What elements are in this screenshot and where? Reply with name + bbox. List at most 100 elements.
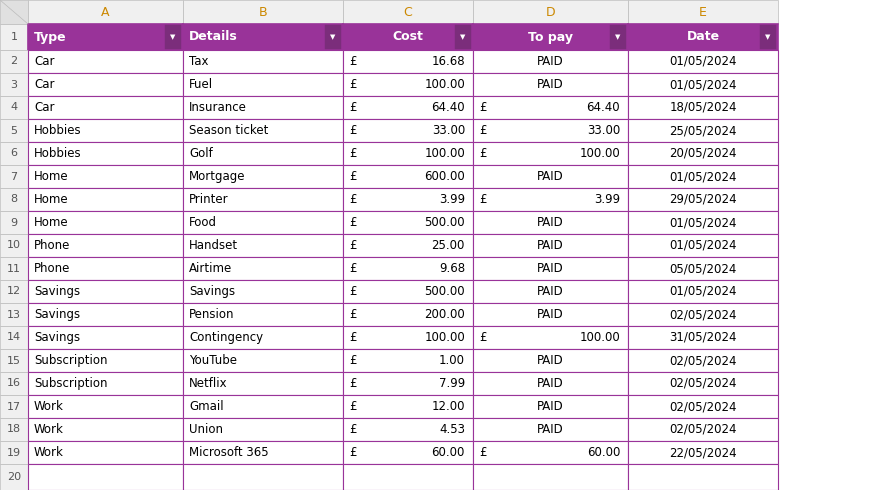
Bar bbox=[343, 395, 473, 418]
Text: 16: 16 bbox=[7, 378, 21, 389]
Text: C: C bbox=[404, 5, 413, 19]
Text: Cost: Cost bbox=[392, 30, 423, 44]
Bar bbox=[183, 418, 343, 441]
Bar bbox=[0, 73, 28, 96]
Bar bbox=[28, 303, 183, 326]
Bar bbox=[28, 418, 183, 441]
Bar bbox=[343, 211, 473, 234]
Bar bbox=[343, 50, 473, 73]
Text: Contingency: Contingency bbox=[189, 331, 263, 344]
Text: PAID: PAID bbox=[537, 262, 564, 275]
Text: To pay: To pay bbox=[528, 30, 573, 44]
Bar bbox=[183, 24, 343, 50]
Text: 25.00: 25.00 bbox=[431, 239, 465, 252]
Text: 500.00: 500.00 bbox=[424, 285, 465, 298]
Text: PAID: PAID bbox=[537, 400, 564, 413]
Bar bbox=[0, 165, 28, 188]
Bar bbox=[183, 441, 343, 464]
Text: 29/05/2024: 29/05/2024 bbox=[669, 193, 736, 206]
Text: 500.00: 500.00 bbox=[424, 216, 465, 229]
Bar bbox=[473, 96, 628, 119]
Bar bbox=[628, 326, 778, 349]
Bar bbox=[183, 257, 343, 280]
Bar bbox=[0, 418, 28, 441]
Text: Golf: Golf bbox=[189, 147, 213, 160]
Text: Fuel: Fuel bbox=[189, 78, 213, 91]
Bar bbox=[628, 96, 778, 119]
Bar bbox=[183, 96, 343, 119]
Bar bbox=[183, 142, 343, 165]
Text: B: B bbox=[258, 5, 267, 19]
Bar bbox=[28, 119, 183, 142]
Text: 200.00: 200.00 bbox=[424, 308, 465, 321]
Text: 3.99: 3.99 bbox=[439, 193, 465, 206]
Text: PAID: PAID bbox=[537, 377, 564, 390]
Text: 64.40: 64.40 bbox=[431, 101, 465, 114]
Text: Car: Car bbox=[34, 55, 55, 68]
Text: 15: 15 bbox=[7, 356, 21, 366]
Bar bbox=[628, 234, 778, 257]
Text: 33.00: 33.00 bbox=[587, 124, 620, 137]
Bar bbox=[473, 119, 628, 142]
Bar bbox=[28, 96, 183, 119]
Text: Season ticket: Season ticket bbox=[189, 124, 268, 137]
Text: 9.68: 9.68 bbox=[439, 262, 465, 275]
Text: Home: Home bbox=[34, 170, 69, 183]
Text: 1: 1 bbox=[11, 32, 18, 42]
Text: Hobbies: Hobbies bbox=[34, 124, 82, 137]
Text: £: £ bbox=[479, 446, 487, 459]
Bar bbox=[473, 395, 628, 418]
Text: 01/05/2024: 01/05/2024 bbox=[669, 78, 736, 91]
Text: 5: 5 bbox=[11, 125, 18, 136]
Text: PAID: PAID bbox=[537, 285, 564, 298]
Bar bbox=[610, 25, 626, 49]
Bar bbox=[183, 326, 343, 349]
Text: £: £ bbox=[349, 216, 356, 229]
Text: 20: 20 bbox=[7, 472, 21, 482]
Text: ▼: ▼ bbox=[331, 34, 336, 40]
Bar bbox=[183, 211, 343, 234]
Bar bbox=[473, 372, 628, 395]
Text: Handset: Handset bbox=[189, 239, 238, 252]
Bar bbox=[343, 372, 473, 395]
Text: 13: 13 bbox=[7, 310, 21, 319]
Bar bbox=[0, 349, 28, 372]
Bar bbox=[28, 464, 183, 490]
Text: 3: 3 bbox=[11, 79, 18, 90]
Text: 4: 4 bbox=[11, 102, 18, 113]
Bar bbox=[183, 372, 343, 395]
Bar bbox=[28, 326, 183, 349]
Bar bbox=[0, 257, 28, 280]
Text: PAID: PAID bbox=[537, 170, 564, 183]
Text: Home: Home bbox=[34, 216, 69, 229]
Bar bbox=[183, 73, 343, 96]
Bar bbox=[628, 24, 778, 50]
Text: 600.00: 600.00 bbox=[424, 170, 465, 183]
Bar bbox=[28, 142, 183, 165]
Bar bbox=[343, 24, 473, 50]
Bar bbox=[165, 25, 181, 49]
Text: Subscription: Subscription bbox=[34, 354, 108, 367]
Bar bbox=[183, 280, 343, 303]
Bar bbox=[473, 73, 628, 96]
Text: £: £ bbox=[349, 354, 356, 367]
Text: £: £ bbox=[349, 400, 356, 413]
Text: 01/05/2024: 01/05/2024 bbox=[669, 170, 736, 183]
Bar bbox=[0, 372, 28, 395]
Bar bbox=[0, 50, 28, 73]
Bar bbox=[343, 188, 473, 211]
Text: PAID: PAID bbox=[537, 239, 564, 252]
Text: 02/05/2024: 02/05/2024 bbox=[669, 400, 736, 413]
Text: 17: 17 bbox=[7, 401, 21, 412]
Text: 01/05/2024: 01/05/2024 bbox=[669, 216, 736, 229]
Bar bbox=[343, 96, 473, 119]
Bar bbox=[183, 303, 343, 326]
Text: 2: 2 bbox=[11, 56, 18, 67]
Bar bbox=[343, 303, 473, 326]
Text: ▼: ▼ bbox=[616, 34, 621, 40]
Bar bbox=[473, 257, 628, 280]
Bar bbox=[28, 441, 183, 464]
Text: £: £ bbox=[349, 262, 356, 275]
Text: Mortgage: Mortgage bbox=[189, 170, 245, 183]
Bar bbox=[28, 257, 183, 280]
